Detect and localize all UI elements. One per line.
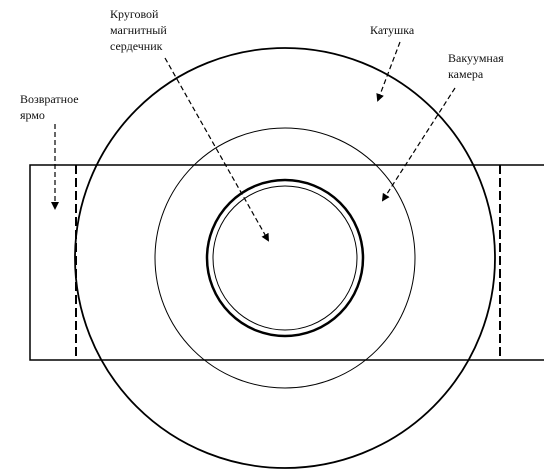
label: магнитный [110,23,167,37]
core-inner [212,185,358,331]
return-yoke [29,164,544,361]
label: Круговой [110,7,159,21]
vacuum-chamber [154,127,416,389]
label: камера [448,67,484,81]
core-outer [205,178,365,338]
label: Возвратное [20,92,79,106]
arrow [164,57,269,242]
coil [74,47,496,469]
label: ярмо [20,108,45,122]
label: Вакуумная [448,51,504,65]
label: Катушка [370,23,415,37]
arrow [376,41,401,102]
label: сердечник [110,39,163,53]
arrow [381,87,456,202]
